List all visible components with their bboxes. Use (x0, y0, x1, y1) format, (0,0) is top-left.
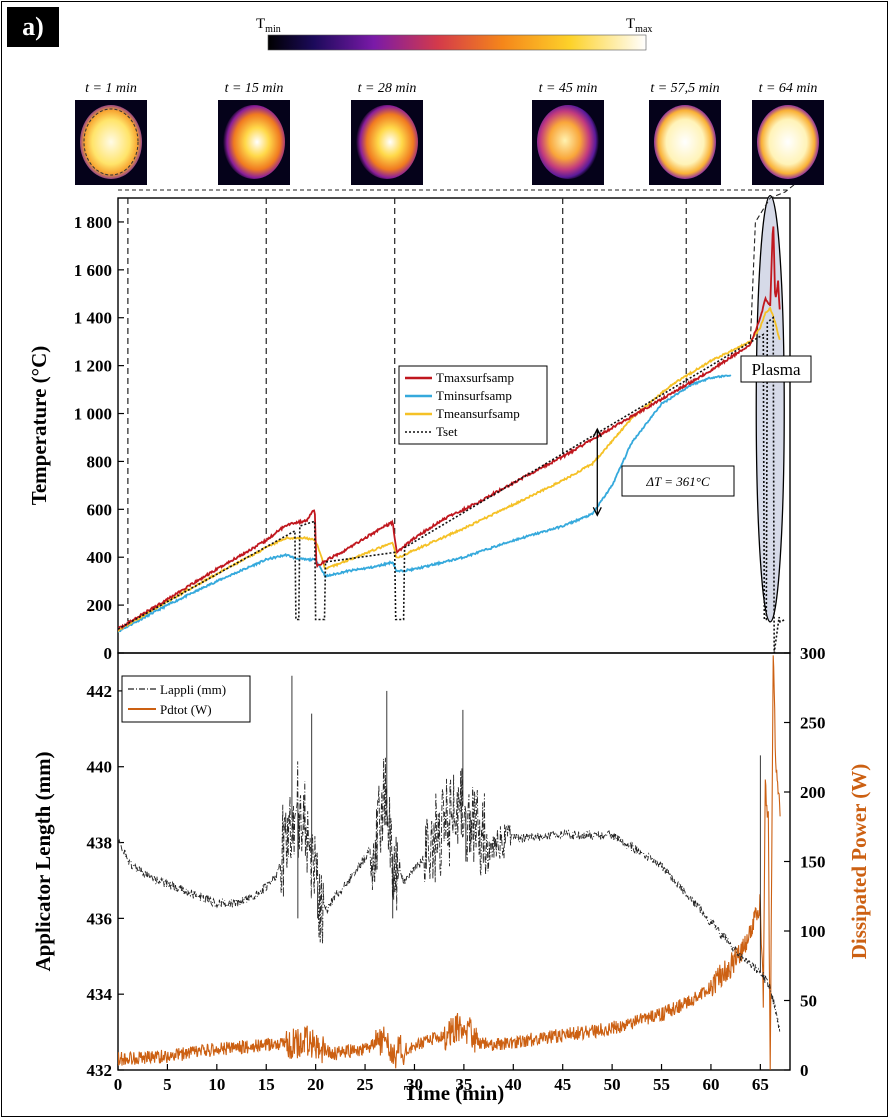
temperature-tick-label: 1 000 (74, 405, 112, 424)
snapshot-time-label: t = 45 min (539, 81, 598, 96)
power-tick-label: 100 (800, 922, 826, 941)
time-tick-label: 60 (702, 1075, 719, 1094)
snapshot-sample-disc (654, 105, 716, 179)
tmeansurfsamp-line (118, 306, 781, 632)
snapshot-time-label: t = 15 min (225, 81, 284, 96)
legend-entry-label: Lappli (mm) (160, 682, 226, 697)
legend-entry-label: Tminsurfsamp (436, 388, 512, 403)
length-tick-label: 442 (87, 682, 113, 701)
temperature-tick-label: 400 (87, 548, 113, 567)
power-axis-label: Dissipated Power (W) (847, 764, 871, 960)
delta-t-label: ΔT = 361°C (645, 474, 710, 489)
power-tick-label: 150 (800, 853, 826, 872)
power-tick-label: 250 (800, 714, 826, 733)
legend-entry-label: Pdtot (W) (160, 702, 212, 717)
temperature-tick-label: 200 (87, 596, 113, 615)
length-tick-label: 438 (87, 834, 113, 853)
length-axis-label: Applicator Length (mm) (31, 751, 55, 971)
colorbar (267, 34, 647, 51)
plasma-region-ellipse (755, 194, 785, 623)
temperature-tick-label: 1 400 (74, 309, 112, 328)
thermal-snapshots: t = 1 min t = 15 min t = 28 min t = 45 min t… (75, 81, 824, 185)
sample-outline (83, 108, 139, 176)
temperature-tick-label: 1 800 (74, 213, 112, 232)
temperature-tick-label: 800 (87, 452, 113, 471)
snapshot-time-label: t = 64 min (759, 81, 818, 96)
legend-entry-label: Tset (436, 424, 458, 439)
time-tick-label: 25 (357, 1075, 374, 1094)
snapshot-sample-disc (537, 105, 599, 179)
length-tick-label: 440 (87, 758, 113, 777)
snapshot-time-label: t = 57,5 min (650, 81, 719, 96)
time-axis-label: Time (min) (404, 1081, 505, 1105)
time-tick-label: 10 (208, 1075, 225, 1094)
length-tick-label: 434 (87, 985, 113, 1004)
pdtot-line (118, 655, 781, 1070)
power-tick-label: 50 (800, 992, 817, 1011)
temperature-plot: 0 200 400 600 800 1 000 1 200 1 400 1 600 1 800 Te… (27, 183, 812, 663)
delta-t-box (621, 465, 735, 497)
thermal-snapshot: t = 1 min (75, 81, 147, 185)
bottom-series-group (118, 655, 781, 1070)
legend-box (121, 675, 251, 723)
snapshot-sample-disc (223, 105, 285, 179)
snapshot-time-label: t = 28 min (358, 81, 417, 96)
plasma-label: Plasma (751, 360, 801, 379)
thermal-snapshot: t = 28 min (351, 81, 423, 185)
thermal-snapshot: t = 57,5 min (649, 81, 721, 185)
temperature-tick-label: 1 200 (74, 357, 112, 376)
snapshot-sample-disc (757, 105, 819, 179)
length-tick-label: 432 (87, 1061, 113, 1080)
delta-t-arrowhead-down (592, 507, 602, 517)
lappli-line (118, 757, 781, 1032)
time-tick-label: 40 (505, 1075, 522, 1094)
tset-line (118, 316, 786, 653)
time-tick-label: 55 (653, 1075, 670, 1094)
snapshot-time-label: t = 1 min (85, 81, 137, 96)
delta-t-arrowhead-up (592, 427, 602, 438)
colorbar-min-label: Tmin (256, 16, 281, 35)
temperature-series-group (118, 226, 786, 653)
temperature-tick-label: 0 (104, 644, 113, 663)
temperature-legend: Tmaxsurfsamp Tminsurfsamp Tmeansurfsamp Tse… (398, 365, 548, 445)
time-tick-label: 50 (604, 1075, 621, 1094)
power-tick-label: 200 (800, 783, 826, 802)
temperature-tick-label: 1 600 (74, 261, 112, 280)
thermal-snapshot: t = 45 min (532, 81, 604, 185)
colorbar-max-label: Tmax (626, 16, 652, 35)
legend-entry-label: Tmeansurfsamp (436, 406, 520, 421)
legend-entry-label: Tmaxsurfsamp (436, 370, 514, 385)
time-tick-label: 0 (114, 1075, 123, 1094)
time-tick-label: 30 (406, 1075, 423, 1094)
tmaxsurfsamp-line (118, 226, 781, 631)
power-tick-label: 0 (800, 1061, 809, 1080)
time-tick-label: 65 (752, 1075, 769, 1094)
plasma-label-box (740, 355, 812, 383)
snapshot-sample-disc (80, 105, 142, 179)
time-tick-label: 5 (163, 1075, 172, 1094)
tminsurfsamp-line (118, 374, 732, 633)
thermal-snapshot: t = 64 min (752, 81, 824, 185)
length-tick-label: 436 (87, 909, 113, 928)
plasma-zoom-guide (749, 183, 796, 340)
temperature-tick-label: 600 (87, 500, 113, 519)
thermal-snapshot: t = 15 min (218, 81, 290, 185)
power-tick-label: 300 (800, 644, 826, 663)
panel-label: a) (7, 7, 59, 47)
snapshot-sample-disc (356, 105, 418, 179)
time-tick-label: 15 (258, 1075, 275, 1094)
bottom-legend: Lappli (mm) Pdtot (W) (121, 675, 251, 723)
time-tick-label: 35 (455, 1075, 472, 1094)
time-tick-label: 20 (307, 1075, 324, 1094)
temperature-axis-label: Temperature (°C) (27, 346, 51, 505)
time-tick-label: 45 (554, 1075, 571, 1094)
